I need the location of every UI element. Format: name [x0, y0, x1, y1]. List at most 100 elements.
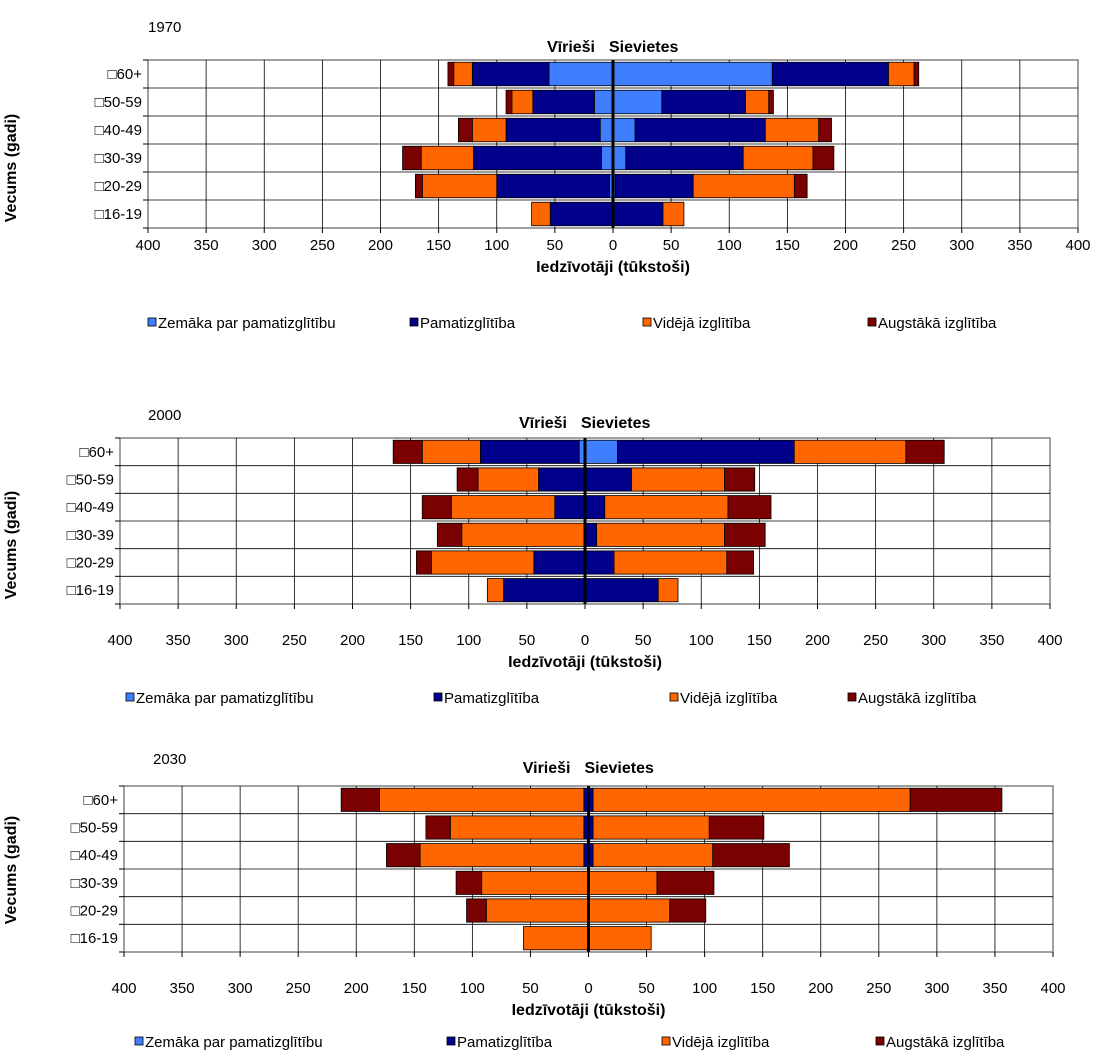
bar-women-vidējā — [742, 145, 814, 171]
bar-men-vidējā — [531, 201, 551, 227]
x-tick-label: 50 — [635, 632, 652, 649]
bar-women-augstākā — [793, 173, 808, 199]
bar-men-vidējā — [419, 843, 585, 868]
x-tick-label: 200 — [368, 237, 393, 254]
bar-men-vidējā — [477, 467, 539, 492]
bar-men-pamatizglītība — [532, 89, 595, 115]
x-tick-label: 300 — [228, 980, 253, 997]
x-tick-label: 350 — [170, 980, 195, 997]
bar-women-zemāka — [612, 61, 773, 87]
bar-men-augstākā — [386, 843, 421, 868]
female-header: Sievietes — [581, 415, 650, 432]
x-tick-label: 300 — [924, 980, 949, 997]
bar-women-pamatizglītība — [661, 89, 746, 115]
bar-men-pamatizglītība — [538, 467, 586, 492]
y-axis-label: Vecums (gadi) — [3, 114, 20, 222]
legend-swatch — [661, 1036, 671, 1046]
x-tick-label: 350 — [979, 632, 1004, 649]
bar-women-augstākā — [812, 145, 835, 171]
y-category-label: □40-49 — [67, 499, 114, 516]
pyramid-chart-1970: 1970 Vīrieši Sievietes 400 350 300 250 200 150 10… — [3, 19, 1091, 332]
bar-men-vidējā — [481, 870, 589, 895]
x-tick-label: 150 — [402, 980, 427, 997]
y-category-label: □16-19 — [67, 582, 114, 599]
bar-women-pamatizglītība — [584, 467, 632, 492]
x-tick-label: 200 — [805, 632, 830, 649]
bar-men-pamatizglītība — [473, 145, 602, 171]
y-category-label: □16-19 — [71, 930, 118, 947]
x-tick-label: 100 — [484, 237, 509, 254]
x-tick-label: 50 — [638, 980, 655, 997]
bar-men-pamatizglītība — [549, 201, 614, 227]
x-tick-label: 350 — [166, 632, 191, 649]
legend-swatch — [446, 1036, 456, 1046]
legend-label: Vidējā izglītība — [672, 1034, 770, 1051]
bar-men-vidējā — [420, 145, 474, 171]
bar-men-vidējā — [471, 117, 507, 143]
x-tick-label: 300 — [921, 632, 946, 649]
y-category-label: □20-29 — [67, 555, 114, 572]
bar-men-vidējā — [461, 522, 586, 547]
bar-men-augstākā — [455, 870, 483, 895]
legend-label: Augstākā izglītība — [886, 1034, 1005, 1051]
legend-swatch — [875, 1036, 885, 1046]
legend-swatch — [669, 692, 679, 702]
bar-women-vidējā — [657, 578, 679, 603]
bar-women-augstākā — [818, 117, 832, 143]
bar-women-augstākā — [909, 787, 1003, 812]
bar-women-vidējā — [613, 550, 728, 575]
x-tick-label: 250 — [866, 980, 891, 997]
chart-title: 1970 — [148, 19, 181, 36]
bar-men-augstākā — [466, 898, 487, 923]
y-category-label: □50-59 — [95, 94, 142, 111]
x-tick-label: 150 — [775, 237, 800, 254]
y-category-label: □30-39 — [67, 527, 114, 544]
bar-men-vidējā — [485, 898, 589, 923]
bar-men-vidējā — [449, 815, 585, 840]
bar-women-pamatizglītība — [617, 439, 795, 464]
legend-label: Zemāka par pamatizglītību — [158, 315, 336, 332]
bar-women-pamatizglītība — [614, 173, 694, 199]
y-axis-label: Vecums (gadi) — [3, 816, 20, 924]
x-tick-label: 150 — [426, 237, 451, 254]
bar-men-augstākā — [457, 117, 473, 143]
x-tick-label: 200 — [340, 632, 365, 649]
bar-women-vidējā — [764, 117, 820, 143]
y-category-label: □60+ — [107, 66, 142, 83]
legend-swatch — [867, 317, 877, 327]
male-header: Vīrieši — [519, 415, 567, 432]
x-tick-label: 350 — [194, 237, 219, 254]
x-tick-label: 200 — [808, 980, 833, 997]
x-tick-label: 150 — [398, 632, 423, 649]
bar-men-pamatizglītība — [479, 439, 580, 464]
bar-women-vidējā — [745, 89, 770, 115]
x-tick-label: 100 — [717, 237, 742, 254]
bar-women-vidējā — [604, 495, 729, 520]
bar-men-augstākā — [402, 145, 422, 171]
legend-swatch — [134, 1036, 144, 1046]
x-tick-label: 400 — [1065, 237, 1090, 254]
x-axis-label: Iedzīvotāji (tūkstoši) — [536, 259, 690, 276]
bar-men-vidējā — [431, 550, 535, 575]
bar-men-augstākā — [340, 787, 380, 812]
bar-men-vidējā — [421, 173, 498, 199]
y-category-label: □60+ — [83, 792, 118, 809]
x-tick-label: 250 — [310, 237, 335, 254]
bar-men-augstākā — [505, 89, 513, 115]
bar-women-vidējā — [588, 926, 652, 951]
x-tick-label: 300 — [224, 632, 249, 649]
legend-swatch — [409, 317, 419, 327]
legend-label: Augstākā izglītība — [858, 690, 977, 707]
x-tick-label: 300 — [252, 237, 277, 254]
y-category-label: □50-59 — [71, 820, 118, 837]
legend: Zemāka par pamatizglītību Pamatizglītība V… — [125, 690, 977, 707]
bar-women-augstākā — [905, 439, 945, 464]
chart-title: 2030 — [153, 751, 186, 768]
legend-swatch — [147, 317, 157, 327]
legend-label: Zemāka par pamatizglītību — [136, 690, 314, 707]
legend-label: Pamatizglītība — [420, 315, 516, 332]
bar-women-augstākā — [708, 815, 765, 840]
y-category-label: □30-39 — [71, 875, 118, 892]
x-tick-label: 150 — [750, 980, 775, 997]
